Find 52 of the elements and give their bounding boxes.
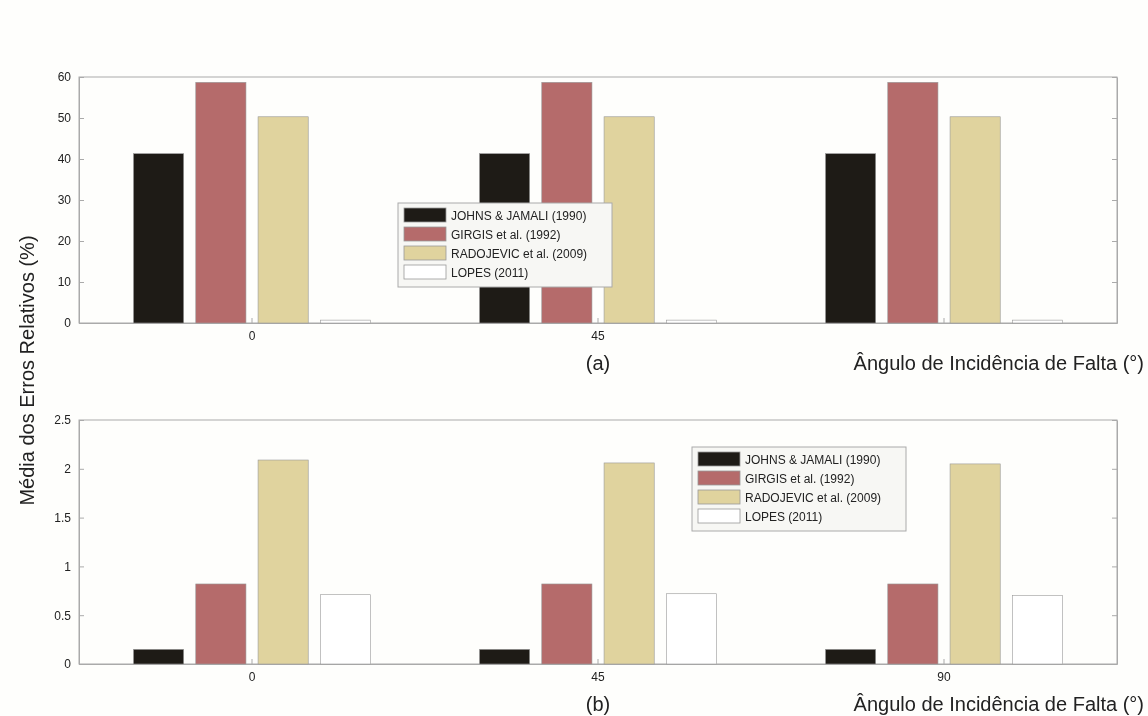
- y-tick-label: 40: [57, 152, 72, 167]
- legend-label: GIRGIS et al. (1992): [745, 472, 855, 486]
- x-tick-label: 90: [937, 669, 951, 684]
- y-tick-label: 20: [57, 234, 72, 249]
- bar: [1012, 319, 1063, 324]
- y-tick-label: 2.5: [54, 413, 72, 428]
- x-axis-title: Ângulo de Incidência de Falta (°): [853, 693, 1144, 715]
- y-tick-label: 10: [57, 275, 72, 290]
- bar: [887, 583, 939, 665]
- y-tick-label: 0.5: [54, 608, 72, 623]
- bar: [133, 153, 184, 324]
- bar: [825, 649, 876, 665]
- y-tick-label: 0: [64, 657, 72, 672]
- x-tick-label: 0: [248, 669, 256, 684]
- bar: [603, 462, 655, 665]
- legend-label: LOPES (2011): [745, 510, 823, 524]
- legend-label: JOHNS & JAMALI (1990): [451, 209, 587, 223]
- legend-label: LOPES (2011): [451, 266, 529, 280]
- bar: [195, 583, 247, 665]
- bar: [133, 649, 184, 665]
- y-tick-label: 1: [64, 559, 72, 574]
- legend-label: GIRGIS et al. (1992): [451, 228, 561, 242]
- bar: [320, 594, 371, 665]
- bar: [949, 116, 1001, 324]
- bar: [666, 593, 717, 665]
- bar: [603, 116, 655, 324]
- bar: [541, 583, 593, 665]
- bar: [949, 463, 1001, 665]
- legend-label: RADOJEVIC et al. (2009): [451, 247, 588, 261]
- bar: [887, 82, 939, 324]
- y-axis-title: Média dos Erros Relativos (%): [16, 235, 38, 506]
- bar: [1012, 595, 1063, 665]
- text: (a): [585, 352, 611, 374]
- bar: [257, 116, 309, 324]
- y-tick-label: 50: [57, 111, 72, 126]
- y-tick-label: 30: [57, 193, 72, 208]
- bar: [666, 319, 717, 324]
- y-tick-label: 0: [64, 316, 72, 331]
- bar: [195, 82, 247, 324]
- y-tick-label: 60: [57, 70, 72, 85]
- text: (b): [585, 693, 611, 715]
- bar: [257, 459, 309, 665]
- x-tick-label: 45: [591, 669, 605, 684]
- bar: [320, 319, 371, 324]
- x-axis-title: Ângulo de Incidência de Falta (°): [853, 352, 1144, 374]
- y-tick-label: 1.5: [54, 510, 72, 525]
- legend-label: RADOJEVIC et al. (2009): [745, 491, 882, 505]
- legend-label: JOHNS & JAMALI (1990): [745, 453, 881, 467]
- bar: [479, 649, 530, 665]
- x-tick-label: 45: [591, 328, 605, 343]
- y-tick-label: 2: [64, 462, 72, 477]
- bar: [825, 153, 876, 324]
